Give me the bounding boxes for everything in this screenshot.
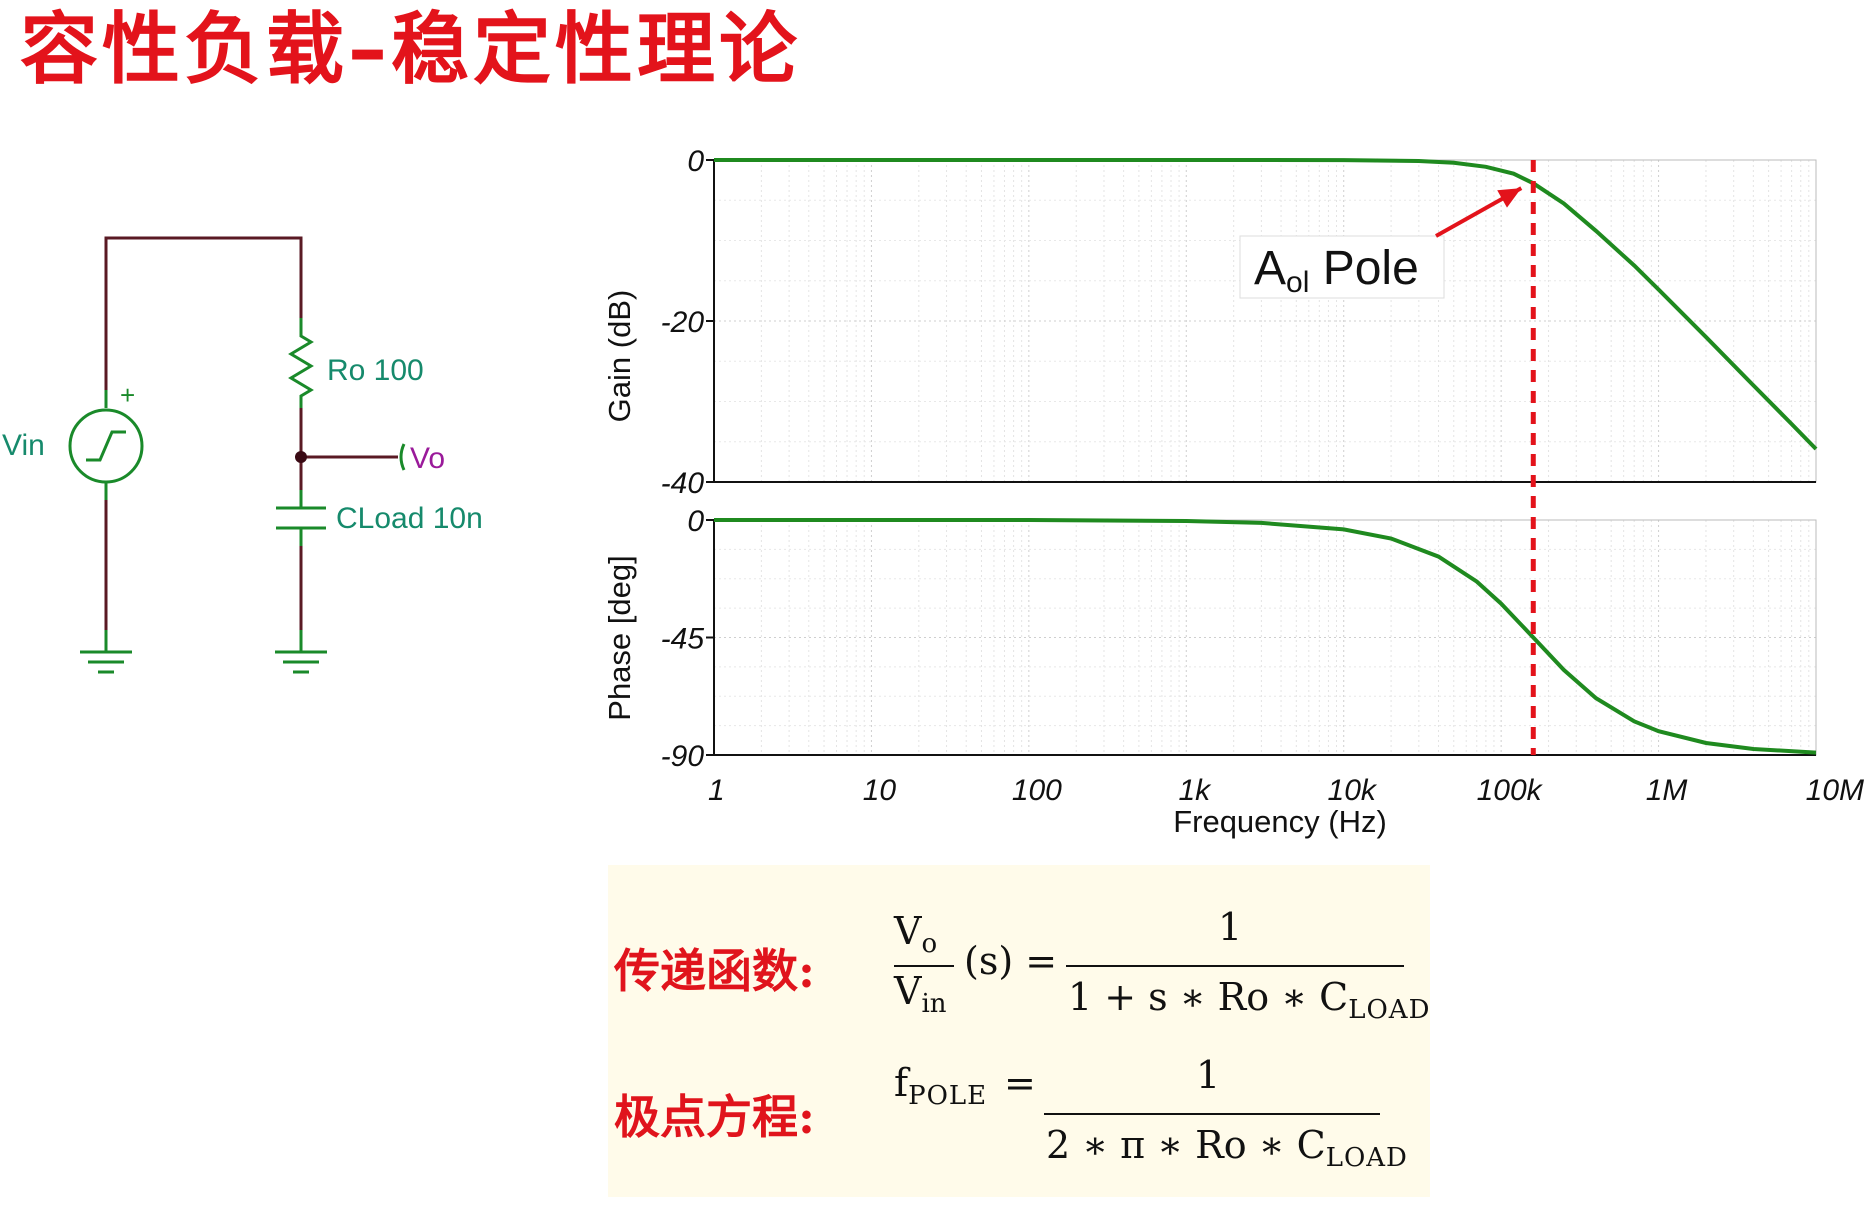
source-polarity-label: +: [120, 380, 135, 410]
x-tick-label: 1k: [1178, 774, 1212, 807]
x-tick-label: 10k: [1328, 774, 1378, 807]
output-label: Vo: [410, 442, 445, 475]
x-tick-label: 100: [1012, 774, 1062, 807]
top-wire: [104, 236, 303, 390]
pole-lhs: fPOLE: [894, 1061, 988, 1111]
y-tick-label: 0: [687, 145, 704, 178]
phase-y-tick-labels: 0 -45 -90: [661, 505, 714, 773]
ground-symbol-right: [275, 630, 327, 674]
y-tick-label: -45: [661, 623, 705, 656]
x-tick-label: 10: [863, 774, 897, 807]
pole-annotation-arrowhead: [1497, 188, 1522, 208]
y-tick-label: -40: [661, 467, 705, 500]
pole-equation-label: 极点方程:: [614, 1090, 815, 1144]
x-axis-title: Frequency (Hz): [1173, 804, 1387, 839]
transfer-rhs-numerator: 1: [1218, 905, 1243, 949]
gain-grid: [713, 160, 1816, 482]
phase-grid: [713, 520, 1816, 755]
y-tick-label: 0: [687, 505, 704, 538]
x-tick-label: 1M: [1646, 774, 1688, 807]
gain-y-axis-title: Gain (dB): [602, 290, 637, 423]
x-tick-label: 10M: [1806, 774, 1864, 807]
voltage-source-symbol: [68, 390, 144, 500]
gain-y-tick-labels: 0 -20 -40: [661, 145, 714, 500]
junction-dot: [295, 451, 307, 463]
output-terminal-symbol: [399, 443, 406, 471]
capacitor-symbol: [276, 490, 326, 546]
capacitor-label: CLoad 10n: [336, 502, 483, 535]
transfer-rhs-fraction-line: [1066, 965, 1404, 967]
x-tick-labels: 1 10 100 1k 10k 100k 1M 10M: [708, 774, 1864, 807]
pole-fraction-line: [1044, 1113, 1380, 1115]
gain-series-line: [714, 158, 1818, 451]
pole-annotation-box: [1239, 235, 1445, 299]
transfer-lhs-fraction-line: [894, 965, 954, 967]
pole-numerator: 1: [1196, 1053, 1221, 1097]
source-label: Vin: [2, 429, 45, 462]
x-tick-label: 1: [708, 774, 725, 807]
transfer-lhs-denominator: Vin: [894, 969, 947, 1019]
phase-y-axis-title: Phase [deg]: [602, 555, 637, 720]
y-tick-label: -20: [661, 306, 705, 339]
transfer-function-label: 传递函数:: [614, 944, 815, 998]
pole-annotation-label: Aol Pole: [1254, 242, 1419, 299]
resistor-label: Ro 100: [327, 354, 424, 387]
resistor-symbol: [288, 318, 314, 408]
formula-panel: 传递函数: Vo Vin (s) = 1 1 + s ∗ Ro ∗ CLOAD …: [608, 865, 1430, 1197]
transfer-rhs-denominator: 1 + s ∗ Ro ∗ CLOAD: [1068, 975, 1431, 1025]
y-tick-label: -90: [661, 740, 705, 773]
slide-title: 容性负载–稳定性理论: [20, 5, 802, 95]
ground-symbol-left: [80, 630, 132, 674]
x-tick-label: 100k: [1477, 774, 1544, 807]
pole-equals: =: [1004, 1061, 1036, 1105]
phase-series-line: [714, 518, 1817, 755]
transfer-s-equals: (s) =: [964, 939, 1058, 983]
pole-denominator: 2 ∗ π ∗ Ro ∗ CLOAD: [1046, 1123, 1408, 1173]
transfer-lhs-numerator: Vo: [894, 909, 938, 959]
